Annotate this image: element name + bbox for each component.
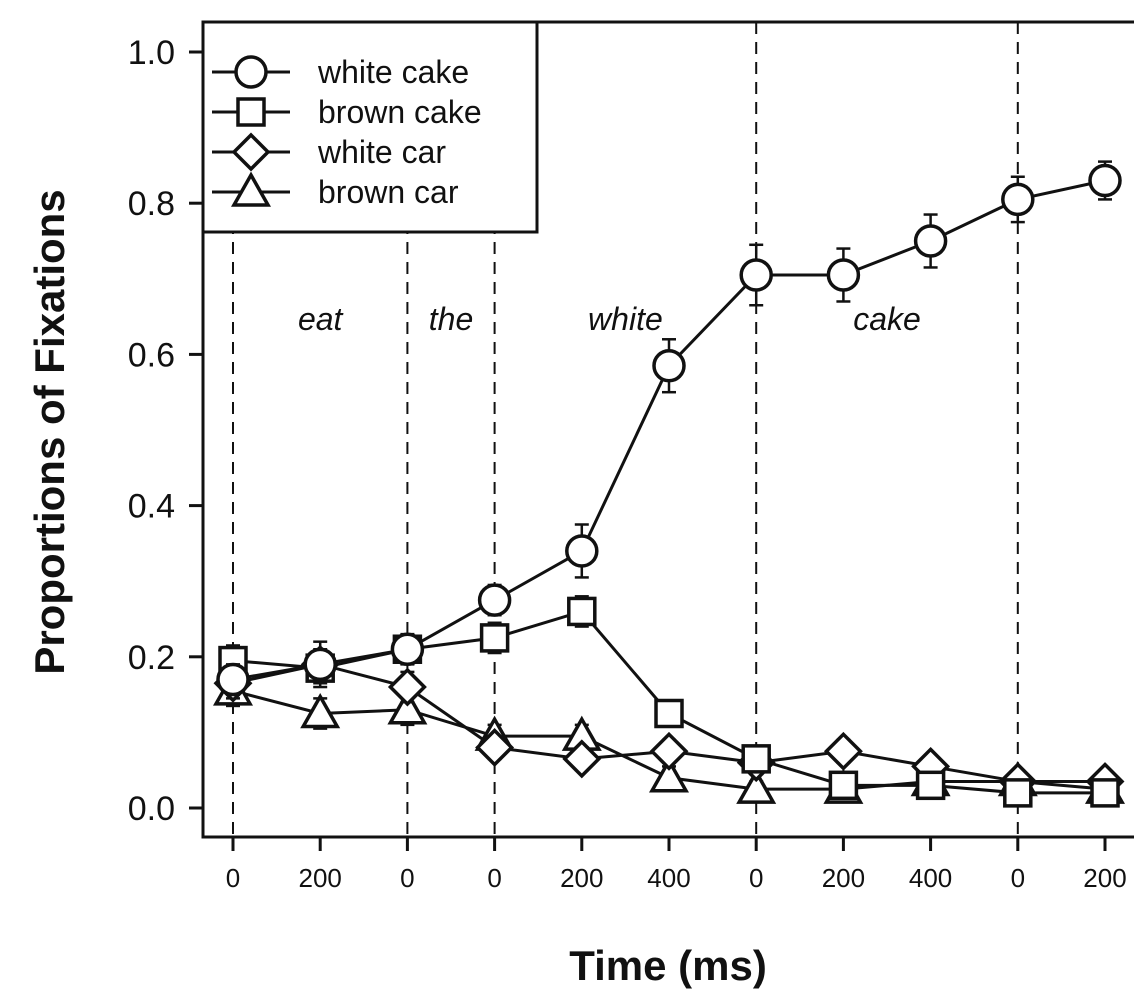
data-point <box>390 632 425 666</box>
y-tick-label: 0.2 <box>128 639 175 677</box>
data-point <box>1088 163 1122 198</box>
legend-marker-triangle <box>230 171 272 207</box>
x-tick-label: 0 <box>400 863 414 893</box>
data-point <box>216 662 250 697</box>
data-point <box>1090 778 1120 808</box>
y-axis-title: Proportions of Fixations <box>26 189 73 674</box>
x-tick-label: 200 <box>1083 863 1126 893</box>
y-tick-label: 0.4 <box>128 488 175 526</box>
segment-labels: eat the white cake <box>298 301 921 337</box>
x-tick-label: 0 <box>1011 863 1025 893</box>
legend: white cake brown cake white car brown car <box>201 20 539 234</box>
data-point <box>826 258 861 292</box>
series-white-cake <box>216 160 1122 697</box>
data-point <box>1003 778 1033 808</box>
data-point <box>567 596 597 627</box>
data-point <box>387 689 428 725</box>
x-axis-title: Time (ms) <box>569 942 767 989</box>
data-point <box>303 647 337 682</box>
data-point <box>915 770 946 801</box>
x-tick-label: 200 <box>299 863 342 893</box>
segment-boundaries <box>232 22 1019 837</box>
y-tick-label: 0.6 <box>128 336 175 374</box>
legend-label: brown cake <box>318 94 482 130</box>
series-line <box>232 179 1106 681</box>
x-tick-label: 200 <box>822 863 865 893</box>
segment-label-eat: eat <box>298 301 344 337</box>
x-tick-label: 400 <box>909 863 952 893</box>
legend-marker-diamond <box>231 132 271 172</box>
data-point <box>649 731 689 771</box>
legend-marker-square <box>236 97 266 127</box>
legend-marker-circle <box>234 55 268 89</box>
x-tick-label: 400 <box>647 863 690 893</box>
data-point <box>823 731 863 771</box>
y-tick-label: 1.0 <box>128 34 175 72</box>
data-point <box>913 224 948 258</box>
data-point <box>477 583 512 617</box>
y-tick-label: 0.8 <box>128 185 175 223</box>
legend-label: white car <box>317 134 446 170</box>
data-point <box>562 739 602 779</box>
data-point <box>300 692 341 729</box>
axes: 0.0 0.2 0.4 0.6 0.8 1.0 0 200 0 0 200 400 0 200 400 0 20… <box>128 20 1134 893</box>
data-point <box>736 768 777 804</box>
data-point <box>828 770 859 801</box>
y-tick-label: 0.0 <box>128 790 175 828</box>
x-tick-label: 0 <box>226 863 240 893</box>
data-point <box>1001 182 1035 217</box>
series-group <box>212 160 1126 808</box>
data-point <box>475 728 515 767</box>
x-tick-label: 0 <box>487 863 501 893</box>
legend-label: brown car <box>318 174 459 210</box>
data-point <box>741 744 771 774</box>
data-point <box>648 757 690 793</box>
data-point <box>479 623 510 653</box>
data-point <box>387 667 427 707</box>
legend-label: white cake <box>317 54 469 90</box>
segment-label-cake: cake <box>853 301 921 337</box>
data-point <box>654 698 684 729</box>
x-tick-label: 200 <box>560 863 603 893</box>
data-point <box>565 534 599 568</box>
x-tick-label: 0 <box>749 863 763 893</box>
data-point <box>652 348 686 383</box>
data-point <box>739 258 773 292</box>
segment-label-white: white <box>588 301 663 337</box>
segment-label-the: the <box>429 301 473 337</box>
